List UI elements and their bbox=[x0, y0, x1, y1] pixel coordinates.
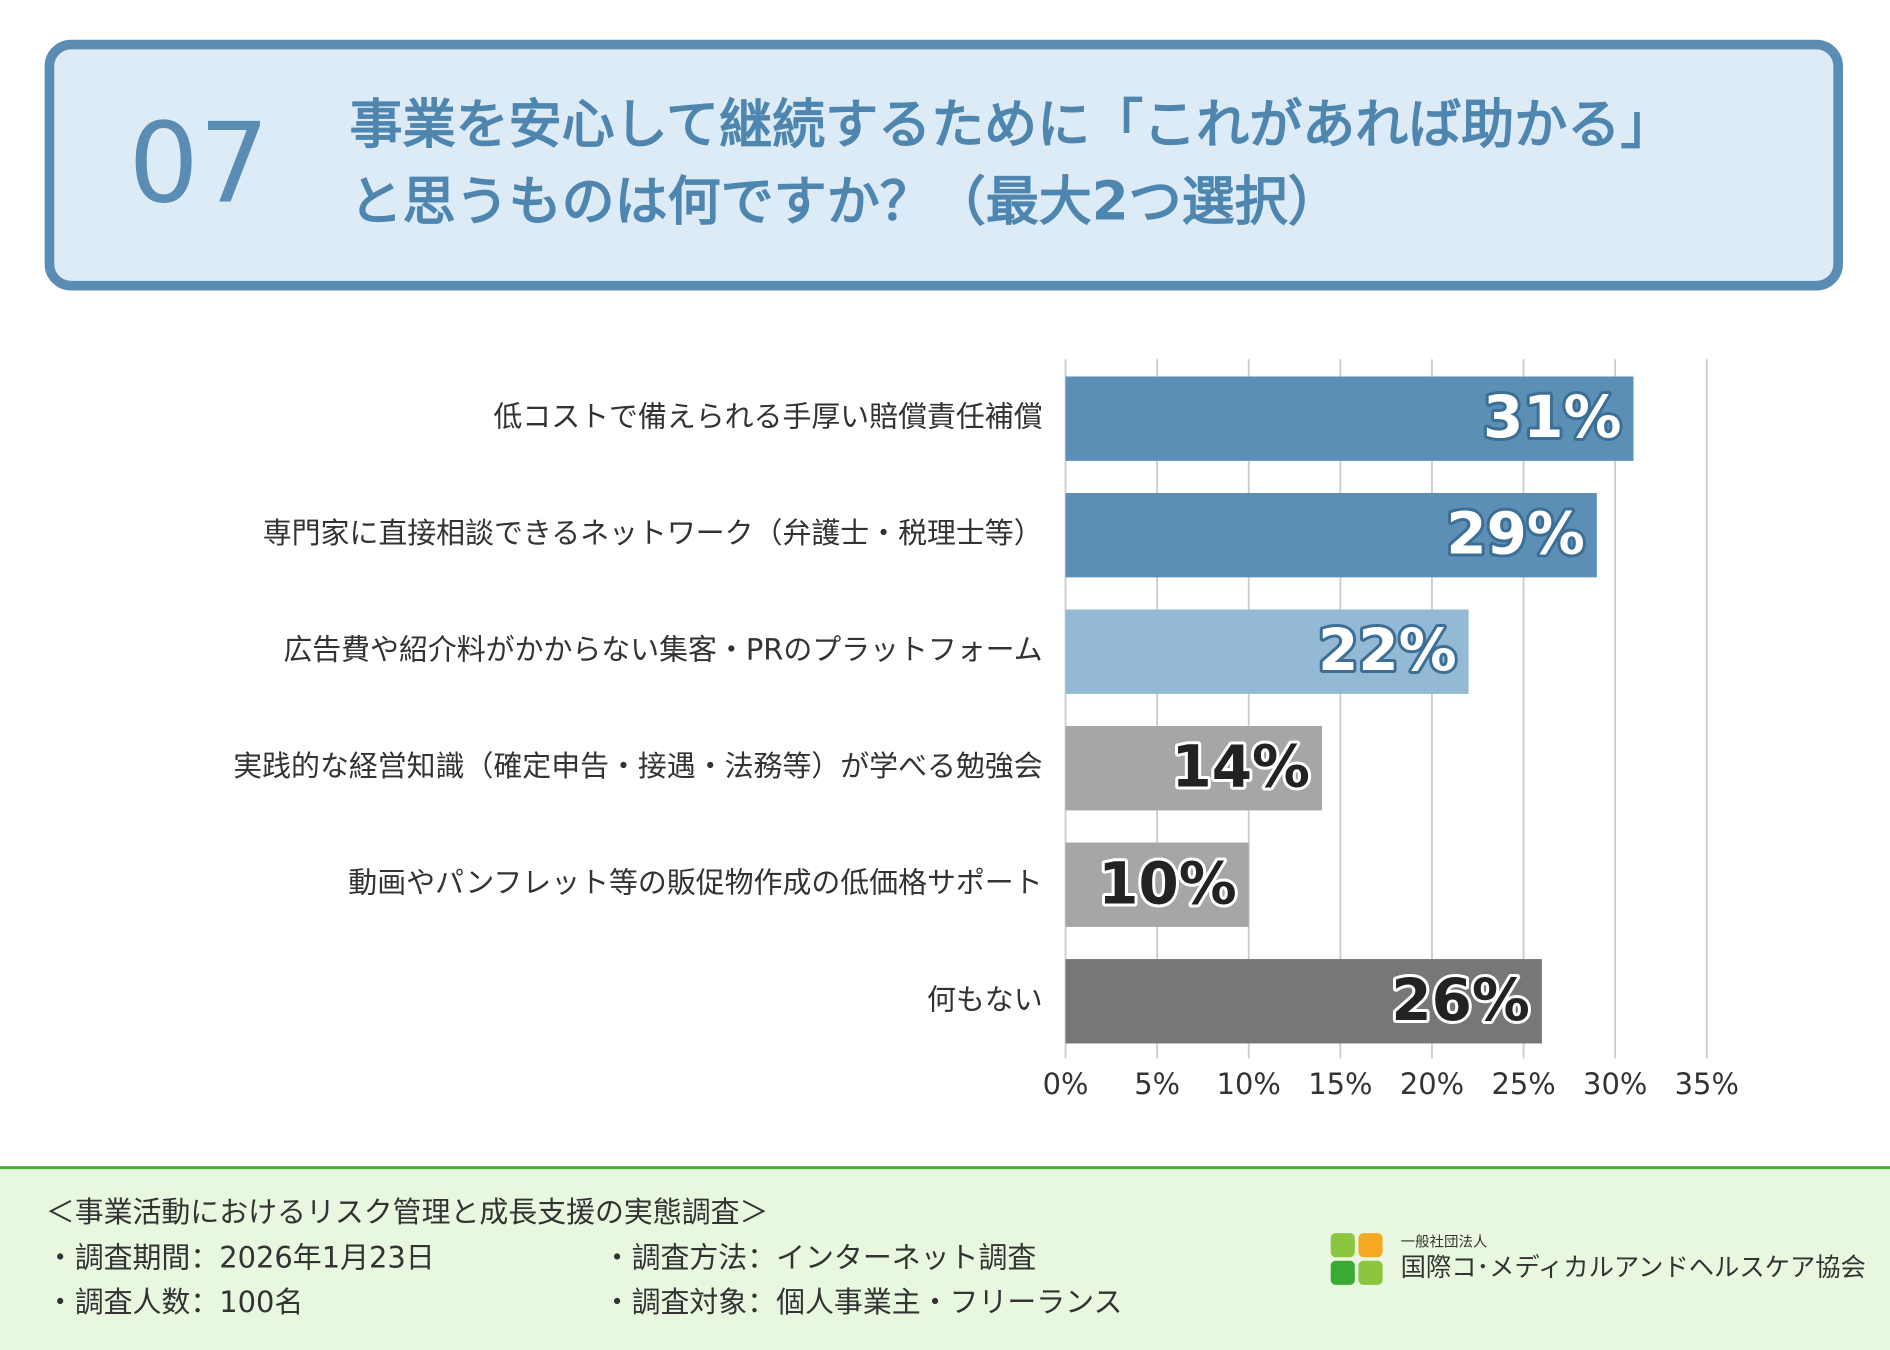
category-label: 広告費や紹介料がかからない集客・PRのプラットフォーム bbox=[283, 633, 1042, 667]
bar bbox=[1065, 609, 1469, 694]
value-label: 14% bbox=[1172, 733, 1310, 801]
logo: 一般社団法人 国際コ･メディカルアンドヘルスケア協会 bbox=[1330, 1233, 1866, 1285]
logo-name: 国際コ･メディカルアンドヘルスケア協会 bbox=[1401, 1253, 1866, 1282]
value-label: 26% bbox=[1391, 966, 1529, 1034]
question-number: 07 bbox=[128, 99, 269, 228]
survey-item: ・調査対象：個人事業主・フリーランス bbox=[603, 1285, 1123, 1319]
logo-square bbox=[1358, 1233, 1383, 1258]
category-label: 実践的な経営知識（確定申告・接遇・法務等）が学べる勉強会 bbox=[233, 749, 1042, 783]
logo-subtitle: 一般社団法人 bbox=[1401, 1234, 1488, 1251]
survey-title: ＜事業活動におけるリスク管理と成長支援の実態調査＞ bbox=[46, 1195, 769, 1229]
bar bbox=[1065, 726, 1323, 811]
x-tick-label: 15% bbox=[1308, 1067, 1372, 1101]
x-tick-label: 20% bbox=[1400, 1067, 1464, 1101]
logo-square bbox=[1358, 1260, 1383, 1285]
survey-item: ・調査期間：2026年1月23日 bbox=[46, 1241, 435, 1275]
x-tick-label: 10% bbox=[1217, 1067, 1281, 1101]
bar bbox=[1065, 959, 1542, 1044]
value-label: 31% bbox=[1483, 383, 1621, 451]
x-tick-label: 5% bbox=[1134, 1067, 1180, 1101]
value-label: 29% bbox=[1446, 500, 1584, 568]
title-line: と思うものは何ですか？（最大2つ選択） bbox=[350, 171, 1341, 233]
category-label: 動画やパンフレット等の販促物作成の低価格サポート bbox=[348, 866, 1042, 900]
category-label: 専門家に直接相談できるネットワーク（弁護士・税理士等） bbox=[263, 516, 1043, 550]
x-tick-label: 35% bbox=[1675, 1067, 1739, 1101]
footer-bg bbox=[0, 1169, 1890, 1350]
title-line: 事業を安心して継続するために「これがあれば助かる」 bbox=[350, 93, 1674, 155]
category-label: 何もない bbox=[927, 982, 1043, 1016]
header-box bbox=[44, 39, 1843, 291]
category-label: 低コストで備えられる手厚い賠償責任補償 bbox=[493, 400, 1042, 434]
bar bbox=[1065, 492, 1597, 578]
value-label: 22% bbox=[1318, 616, 1456, 684]
logo-square bbox=[1330, 1260, 1355, 1285]
bar bbox=[1065, 842, 1249, 927]
value-label: 10% bbox=[1098, 849, 1236, 917]
chart: 0% 5% 10% 15% 20% 25% 30% 35% 低コストで備えられる手厚い賠償責任補… bbox=[233, 359, 1739, 1101]
x-tick-label: 30% bbox=[1583, 1067, 1647, 1101]
x-tick-label: 25% bbox=[1491, 1067, 1555, 1101]
bar bbox=[1065, 376, 1634, 461]
survey-item: ・調査人数：100名 bbox=[46, 1285, 304, 1319]
survey-item: ・調査方法：インターネット調査 bbox=[603, 1241, 1037, 1275]
x-tick-label: 0% bbox=[1043, 1067, 1089, 1101]
logo-square bbox=[1330, 1233, 1355, 1258]
